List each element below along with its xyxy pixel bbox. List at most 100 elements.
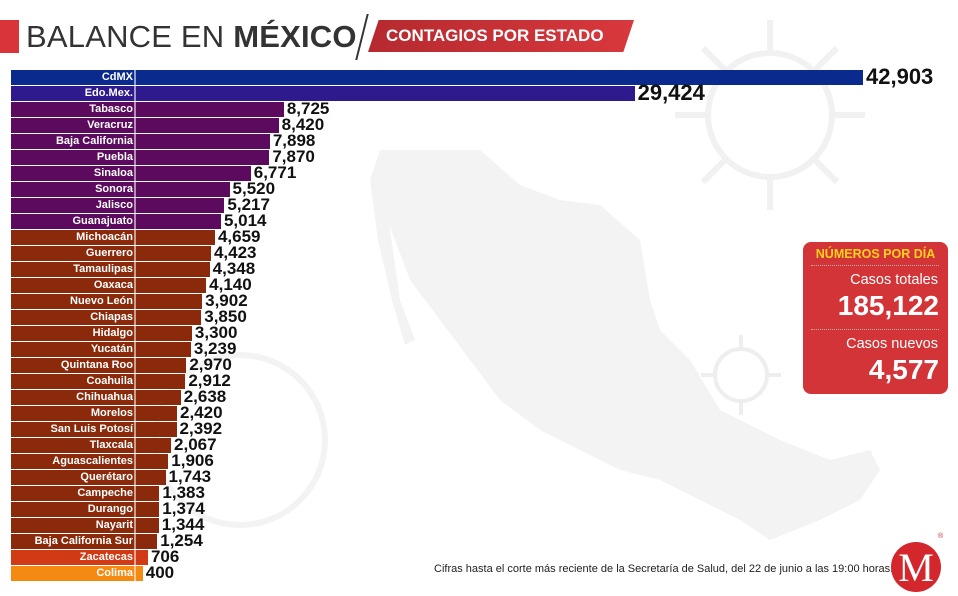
bar: [136, 262, 210, 277]
bar-category-label: Veracruz: [11, 118, 136, 133]
bar-category-label: Chihuahua: [11, 390, 136, 405]
bar: [136, 310, 202, 325]
bar: [136, 438, 172, 453]
bar-value-label: 2,392: [179, 419, 223, 438]
bar-category-label: Edo.Mex.: [11, 86, 136, 101]
bar-value-label: 3,902: [205, 291, 248, 310]
bar: [136, 278, 207, 293]
source-footnote: Cifras hasta el corte más reciente de la…: [434, 563, 894, 575]
bar-category-label: Baja California: [11, 134, 136, 149]
bar-category-label: Campeche: [11, 486, 136, 501]
bar-value-label: 4,348: [212, 259, 256, 278]
bar-category-label: Nuevo León: [11, 294, 136, 309]
bar-value-label: 3,850: [204, 307, 247, 326]
header-accent-bar: [0, 20, 19, 53]
bar-category-label: Durango: [11, 502, 136, 517]
bar-category-label: Hidalgo: [11, 326, 136, 341]
bar-value-label: 2,067: [174, 435, 217, 454]
bar: [136, 358, 187, 373]
bar-value-label: 2,970: [189, 355, 232, 374]
bar: [136, 518, 159, 533]
subtitle: CONTAGIOS POR ESTADO: [386, 26, 604, 45]
bar: [136, 406, 177, 421]
label-divider: [134, 454, 136, 469]
label-divider: [134, 70, 136, 85]
label-divider: [134, 326, 136, 341]
label-divider: [134, 102, 136, 117]
bar-category-label: Guanajuato: [11, 214, 136, 229]
label-divider: [134, 262, 136, 277]
bar-value-label: 1,906: [171, 451, 214, 470]
bar-category-label: Morelos: [11, 406, 136, 421]
label-divider: [134, 246, 136, 261]
label-divider: [134, 550, 136, 565]
label-divider: [134, 150, 136, 165]
bar-value-label: 6,771: [253, 163, 297, 182]
bar-category-label: Michoacán: [11, 230, 136, 245]
bar-category-label: Tlaxcala: [11, 438, 136, 453]
bar-category-label: San Luis Potosí: [11, 422, 136, 437]
bar: [136, 326, 192, 341]
bar: [136, 118, 279, 133]
label-divider: [134, 166, 136, 181]
bar-category-label: Quintana Roo: [11, 358, 136, 373]
bar-category-label: Querétaro: [11, 470, 136, 485]
label-divider: [134, 230, 136, 245]
label-divider: [134, 422, 136, 437]
bar: [136, 102, 284, 117]
bar-category-label: Aguascalientes: [11, 454, 136, 469]
label-divider: [134, 470, 136, 485]
milenio-logo: M: [891, 542, 941, 592]
bar-category-label: Nayarit: [11, 518, 136, 533]
bar-value-label: 29,424: [637, 80, 705, 105]
registered-mark: ®: [938, 533, 944, 540]
bar-value-label: 1,743: [168, 467, 212, 486]
label-divider: [134, 390, 136, 405]
label-divider: [134, 502, 136, 517]
label-divider: [134, 534, 136, 549]
bar-value-label: 2,912: [188, 371, 231, 390]
bar-category-label: Baja California Sur: [11, 534, 136, 549]
bar: [136, 166, 251, 181]
bar: [136, 454, 169, 469]
bar-value-label: 7,870: [272, 147, 315, 166]
daily-numbers-panel: NÚMEROS POR DÍA Casos totales 185,122 Ca…: [803, 242, 948, 394]
label-divider: [134, 214, 136, 229]
bar-category-label: Coahuila: [11, 374, 136, 389]
bar: [136, 294, 203, 309]
bar-value-label: 5,014: [223, 211, 267, 230]
bar: [136, 150, 270, 165]
bar: [136, 134, 270, 149]
label-divider: [134, 438, 136, 453]
total-cases-label: Casos totales: [850, 272, 938, 288]
title-bold: MÉXICO: [233, 19, 357, 54]
label-divider: [134, 118, 136, 133]
bar-value-label: 1,344: [161, 515, 205, 534]
new-cases-label: Casos nuevos: [846, 336, 938, 352]
bar-category-label: Oaxaca: [11, 278, 136, 293]
page-title: BALANCE EN MÉXICO: [26, 17, 357, 57]
bar-value-label: 4,423: [213, 243, 257, 262]
bar-value-label: 5,520: [232, 179, 276, 198]
bar-category-label: Puebla: [11, 150, 136, 165]
bar-value-label: 4,659: [217, 227, 261, 246]
bar-category-label: Sinaloa: [11, 166, 136, 181]
virus-icon-large: [675, 20, 865, 210]
bar: [136, 198, 225, 213]
panel-divider: [811, 329, 939, 330]
bar-category-label: Tabasco: [11, 102, 136, 117]
subtitle-banner: [368, 20, 634, 52]
bar-category-label: Zacatecas: [11, 550, 136, 565]
bar-value-label: 2,638: [183, 387, 227, 406]
label-divider: [134, 182, 136, 197]
bar: [136, 550, 148, 565]
bar-value-label: 3,239: [193, 339, 237, 358]
bar: [136, 86, 635, 101]
label-divider: [134, 566, 136, 581]
bar: [136, 390, 181, 405]
bar-value-label: 4,140: [209, 275, 252, 294]
bar-category-label: CdMX: [11, 70, 136, 85]
label-divider: [134, 86, 136, 101]
bar: [136, 566, 143, 581]
